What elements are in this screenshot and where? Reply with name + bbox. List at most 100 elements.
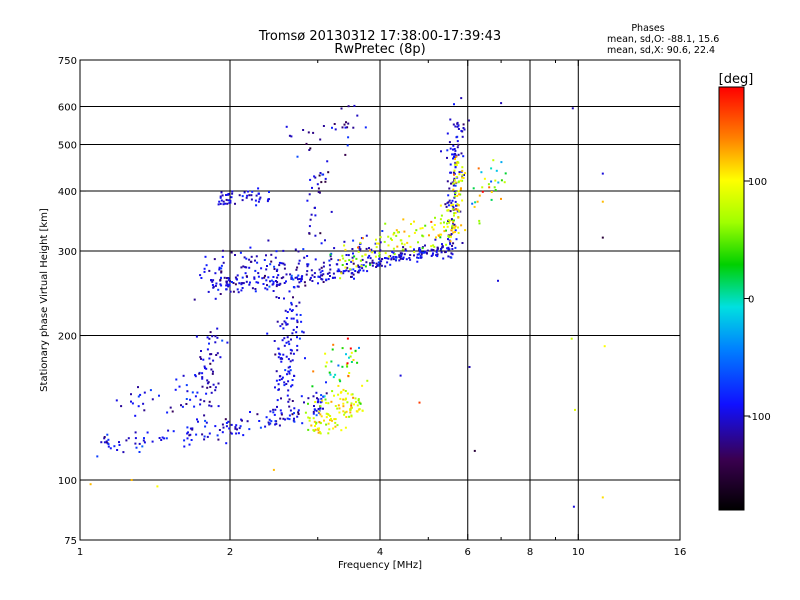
data-point <box>312 417 315 420</box>
data-point <box>276 405 278 408</box>
data-point <box>280 360 283 363</box>
data-point <box>158 437 161 439</box>
data-point <box>137 386 139 389</box>
data-point <box>371 259 374 262</box>
data-point <box>294 276 297 279</box>
data-point <box>268 191 270 193</box>
data-point <box>280 413 283 416</box>
y-tick-label: 500 <box>58 141 77 152</box>
data-point <box>455 204 457 207</box>
data-point <box>220 191 223 194</box>
data-point <box>199 403 202 406</box>
data-point <box>460 187 462 190</box>
data-point <box>371 251 374 254</box>
data-point <box>454 229 457 232</box>
data-point <box>235 432 238 435</box>
data-point <box>225 281 228 284</box>
data-point <box>258 420 261 422</box>
data-point <box>216 327 219 330</box>
data-point <box>248 194 251 197</box>
data-point <box>364 126 367 129</box>
data-point <box>103 441 106 444</box>
data-point <box>194 374 197 376</box>
data-point <box>298 281 301 284</box>
data-point <box>328 271 331 274</box>
data-point <box>158 394 160 397</box>
data-point <box>481 190 484 193</box>
data-point <box>330 258 333 261</box>
data-point <box>316 401 319 404</box>
data-point <box>375 266 378 268</box>
data-point <box>109 447 112 450</box>
data-point <box>369 249 371 252</box>
data-point <box>295 268 298 271</box>
data-point <box>374 255 377 258</box>
data-point <box>265 416 268 419</box>
data-point <box>194 395 197 398</box>
data-point <box>203 400 206 403</box>
data-point <box>445 243 448 246</box>
data-point <box>331 276 334 279</box>
data-point <box>226 341 229 344</box>
data-point <box>353 255 356 258</box>
data-point <box>245 275 248 278</box>
data-point <box>225 422 228 424</box>
data-point <box>314 428 317 431</box>
data-point <box>306 263 309 266</box>
data-point <box>292 352 295 355</box>
data-point <box>267 239 270 242</box>
data-point <box>272 290 275 292</box>
data-point <box>279 417 282 420</box>
data-point <box>450 204 453 207</box>
data-point <box>454 158 456 160</box>
data-point <box>361 255 364 258</box>
data-point <box>278 297 280 299</box>
data-point <box>235 424 238 427</box>
data-point <box>216 352 219 355</box>
data-point <box>387 244 390 247</box>
data-point <box>325 423 328 426</box>
colorbar-tick-label: 0 <box>748 295 754 306</box>
data-point <box>344 390 347 392</box>
data-point <box>278 264 281 267</box>
data-point <box>275 370 278 373</box>
data-point <box>433 245 436 248</box>
data-point <box>340 390 343 393</box>
data-point <box>461 199 464 202</box>
data-point <box>357 264 360 267</box>
data-point <box>446 156 448 159</box>
data-point <box>355 265 358 268</box>
data-point <box>288 398 291 401</box>
data-point <box>447 255 450 258</box>
data-point <box>269 410 272 413</box>
data-point <box>371 264 374 267</box>
data-point <box>324 398 327 401</box>
data-point <box>274 408 277 411</box>
data-point <box>219 278 222 281</box>
data-point <box>322 265 325 268</box>
data-point <box>461 179 464 182</box>
data-point <box>113 445 116 448</box>
data-point <box>419 249 421 252</box>
data-point <box>372 261 375 264</box>
data-point <box>455 161 458 164</box>
data-point <box>275 270 278 272</box>
data-point <box>314 425 316 427</box>
data-point <box>236 278 238 281</box>
data-point <box>439 233 442 236</box>
data-point <box>385 257 388 260</box>
data-point <box>337 364 340 367</box>
data-point <box>106 433 109 436</box>
data-point <box>371 261 374 264</box>
data-point <box>248 283 251 286</box>
data-point <box>332 376 335 379</box>
data-point <box>319 413 322 416</box>
data-point <box>200 277 203 279</box>
data-point <box>332 343 335 346</box>
data-point <box>344 248 347 251</box>
data-point <box>306 270 309 273</box>
data-point <box>353 104 356 107</box>
data-point <box>329 268 332 271</box>
data-point <box>446 132 449 135</box>
data-point <box>273 340 276 342</box>
